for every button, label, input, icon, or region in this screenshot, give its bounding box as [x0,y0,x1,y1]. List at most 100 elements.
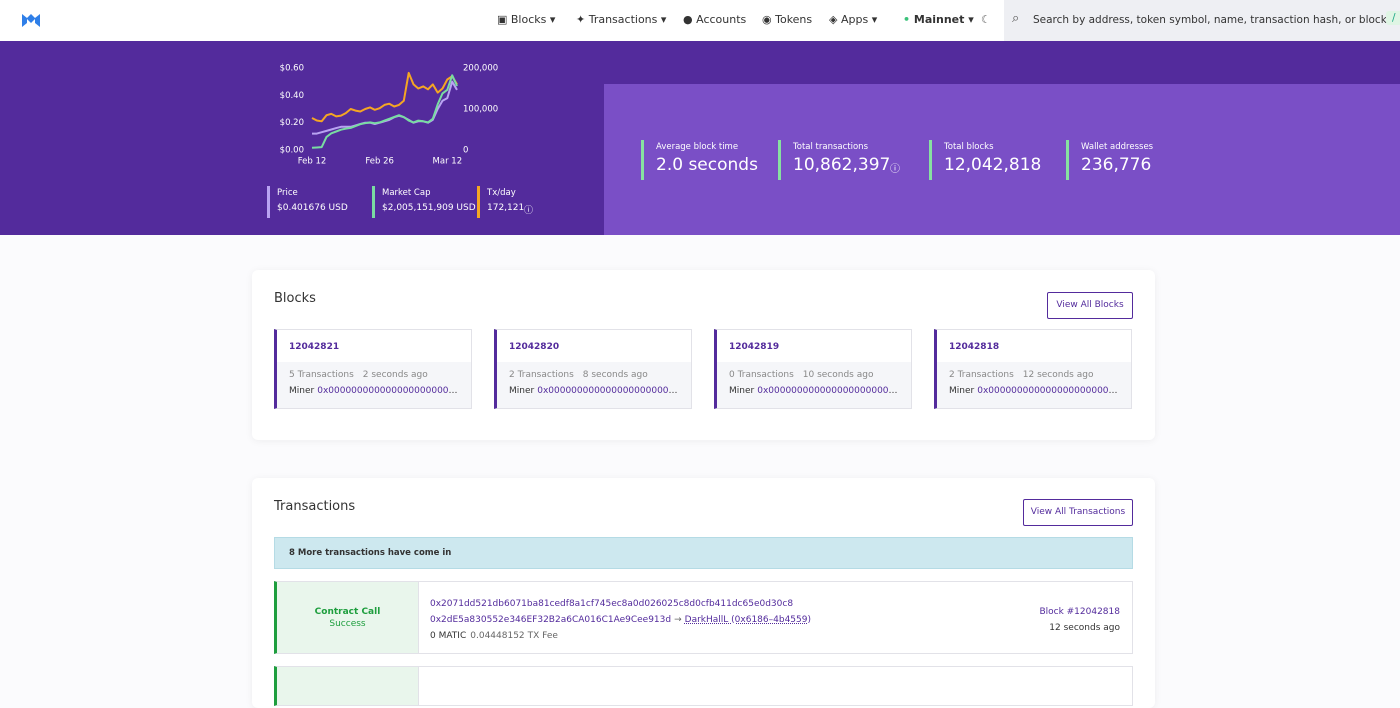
legend-item: Tx/day 172,121 [477,186,524,218]
tx-from[interactable]: 0x2dE5a830552e346EF32B2a6CA016C1Ae9Cee91… [430,615,672,625]
status-box: Contract Call Success [277,582,419,653]
nav-blocks[interactable]: ▣ Blocks ▾ [497,13,556,26]
y-tick-label: $0.60 [280,64,304,74]
block-body: 0 Transactions 10 seconds ago Miner 0x00000… [717,362,911,408]
tx-fee-label: TX Fee [527,631,558,641]
stat-value: 236,776 [1081,155,1152,175]
stats-panel [604,84,1400,235]
nav-apps[interactable]: ◈ Apps ▾ [829,13,878,26]
legend-value: $2,005,151,909 USD [382,203,476,213]
tx-hash[interactable]: 0x2071dd521db6071ba81cedf8a1cf745ec8a0d0… [430,599,794,609]
stat-label: Total blocks [944,142,994,152]
stat-label: Total transactions [793,142,868,152]
block-miner: Miner0x000000000000000000000000000000000… [949,386,1119,396]
block-number[interactable]: 12042820 [497,330,691,362]
info-icon: ⓘ [524,206,534,216]
chart: $0.00 $0.20 $0.40 $0.60 0 100,000 200,000 Feb 1… [280,64,499,167]
block-miner: Miner0x000000000000000000000000000000000… [729,386,899,396]
stat: Wallet addresses 236,776 [1066,140,1153,180]
y-tick-label: $0.40 [280,91,304,101]
search-box[interactable]: ⌕ Search by address, token symbol, name,… [1004,0,1400,41]
nav-label[interactable]: Tokens [775,13,813,26]
block-body: 5 Transactions 2 seconds ago Miner 0x000000… [277,362,471,408]
block-tx-count: 2 Transactions [949,370,1014,380]
network-label[interactable]: Mainnet [913,13,965,26]
x-tick-label: Mar 12 [433,157,463,167]
nav-tokens[interactable]: ◉ Tokens [762,13,813,26]
nav-network[interactable]: • Mainnet ▾ [903,13,974,26]
y-tick-label: $0.00 [280,146,304,156]
nav-label[interactable]: Transactions [588,13,658,26]
stat: Average block time 2.0 seconds [641,140,758,180]
block-tx-count: 2 Transactions [509,370,574,380]
block-age: 10 seconds ago [802,370,874,380]
nav-label[interactable]: Accounts [696,13,747,26]
shortcut-key: / [1386,11,1400,25]
y2-tick-label: 200,000 [463,64,498,74]
nav-transactions[interactable]: ✦ Transactions ▾ [576,13,667,26]
view-all-transactions[interactable]: View All Transactions [1023,499,1133,526]
nav-accounts[interactable]: ● Accounts [683,13,747,26]
tx-age: 12 seconds ago [1049,623,1120,633]
transaction-row: Contract Call Success 0x2071dd521db6071ba8… [274,581,1133,654]
stat-label: Wallet addresses [1081,142,1154,152]
block-number[interactable]: 12042821 [277,330,471,362]
miner-address[interactable]: 0x00000000000000000000000000000000000000… [757,386,899,396]
series-line [311,71,458,123]
block-body: 2 Transactions 8 seconds ago Miner 0x000000… [497,362,691,408]
legend-item: Market Cap $2,005,151,909 USD [372,186,476,218]
block-tx-count: 0 Transactions [729,370,794,380]
transactions-card: Transactions View All Transactions 8 Mor… [252,478,1155,708]
miner-label: Miner [509,386,535,396]
y-tick-label: $0.20 [280,118,304,128]
block-card: 12042821 5 Transactions 2 seconds ago Miner… [274,329,472,409]
miner-label: Miner [729,386,755,396]
miner-address[interactable]: 0x00000000000000000000000000000000000000… [537,386,679,396]
tx-amounts: 0 MATIC 0.04448152 TX Fee [430,628,811,644]
tx-to[interactable]: DarkHallL (0x6186–4b4559) [684,615,811,625]
block-number[interactable]: 12042818 [937,330,1131,362]
block-age: 8 seconds ago [582,370,648,380]
y2-tick-label: 0 [463,146,468,156]
block-tx-count: 5 Transactions [289,370,354,380]
tx-block[interactable]: Block #12042818 [1039,607,1120,617]
x-tick-label: Feb 26 [365,157,394,167]
miner-address[interactable]: 0x00000000000000000000000000000000000000… [977,386,1119,396]
nav-label[interactable]: Apps [840,13,869,26]
stat-value: 12,042,818 [944,155,1042,175]
block-age: 2 seconds ago [362,370,428,380]
block-miner: Miner0x000000000000000000000000000000000… [289,386,459,396]
miner-address[interactable]: 0x00000000000000000000000000000000000000… [317,386,459,396]
nav-label[interactable]: Blocks [510,13,547,26]
theme-toggle[interactable]: ☾ [981,13,991,26]
legend-item: Price $0.401676 USD [267,186,348,218]
y2-tick-label: 100,000 [463,105,498,115]
stat-value: 2.0 seconds [656,155,758,175]
tx-type: Contract Call [314,607,381,617]
navbar: ▣ Blocks ▾ ✦ Transactions ▾ ● Accounts ◉… [0,0,1400,41]
block-meta: 0 Transactions 10 seconds ago [729,370,899,380]
logo[interactable] [20,11,42,29]
block-miner: Miner0x000000000000000000000000000000000… [509,386,679,396]
series-line [311,74,458,149]
stat-value: 10,862,397 [793,155,891,175]
block-meta: 2 Transactions 12 seconds ago [949,370,1119,380]
tx-block-info: Block #12042818 12 seconds ago [1039,604,1120,636]
block-number[interactable]: 12042819 [717,330,911,362]
legend-value: $0.401676 USD [277,203,348,213]
search-icon: ⌕ [1012,11,1020,26]
tx-fee: 0.04448152 [470,631,525,641]
block-body: 2 Transactions 12 seconds ago Miner 0x00000… [937,362,1131,408]
new-transactions-notice[interactable]: 8 More transactions have come in [274,537,1133,569]
tx-details: 0x2071dd521db6071ba81cedf8a1cf745ec8a0d0… [430,596,811,644]
tx-addresses: 0x2dE5a830552e346EF32B2a6CA016C1Ae9Cee91… [430,612,811,628]
info-icon: ⓘ [890,164,900,175]
section-title: Blocks [274,291,316,306]
legend-value: 172,121 [487,203,525,213]
stat-label: Average block time [656,142,739,152]
tx-status: Success [329,619,366,629]
x-tick-label: Feb 12 [298,157,327,167]
view-all-blocks[interactable]: View All Blocks [1047,292,1133,319]
search-placeholder: Search by address, token symbol, name, t… [1033,14,1400,26]
